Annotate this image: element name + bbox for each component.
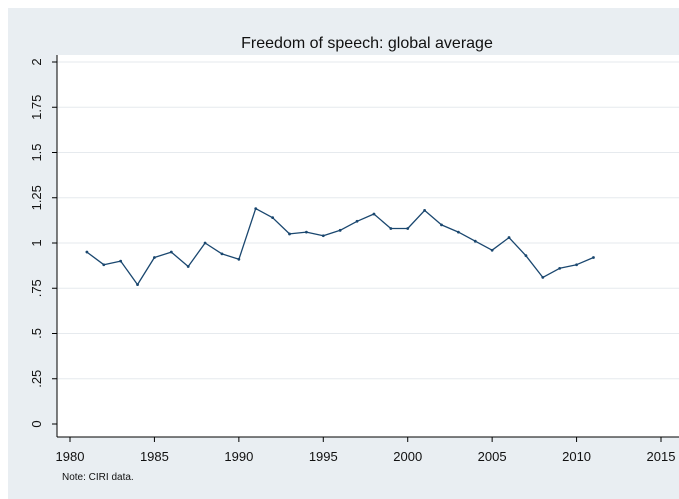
x-tick-label: 1980 (56, 449, 85, 464)
series-layer (85, 207, 595, 287)
data-point (355, 219, 359, 223)
chart-title: Freedom of speech: global average (241, 35, 493, 52)
data-point (490, 248, 494, 252)
data-point (254, 207, 258, 211)
data-point (136, 283, 139, 287)
y-tick-label: .75 (29, 279, 44, 297)
y-axis: 0 .25 .5 .75 1 1.25 1.5 1.75 2 (29, 55, 58, 437)
data-point (541, 275, 545, 279)
data-point (558, 266, 562, 270)
data-point (440, 223, 443, 227)
chart-figure: Freedom of speech: global average 0 .25 .5… (8, 8, 679, 499)
data-point (153, 256, 156, 259)
data-point (271, 216, 275, 220)
data-point (456, 230, 460, 234)
x-tick-label: 1990 (224, 449, 253, 464)
x-tick-label: 1995 (309, 449, 338, 464)
data-point (203, 241, 207, 245)
grid-layer (57, 61, 679, 380)
data-point (186, 265, 190, 268)
y-tick-label: 1 (29, 239, 44, 246)
y-tick-label: 0 (29, 420, 44, 427)
chart-note: Note: CIRI data. (62, 472, 134, 483)
x-tick-label: 2005 (478, 449, 507, 464)
data-point (288, 232, 291, 236)
data-point (507, 236, 511, 239)
y-tick-label: 1.25 (29, 185, 44, 210)
data-point (119, 259, 123, 263)
x-tick-label: 2000 (393, 449, 422, 464)
data-point (473, 239, 477, 243)
x-tick-label: 2015 (647, 449, 676, 464)
data-point (423, 209, 426, 212)
y-tick-label: 1.5 (29, 143, 44, 161)
data-point (321, 234, 325, 238)
x-tick-label: 1985 (140, 449, 169, 464)
data-point (524, 254, 528, 258)
data-point (592, 256, 595, 259)
data-point (220, 252, 224, 256)
y-tick-label: .5 (29, 328, 44, 339)
x-tick-label: 2010 (562, 449, 591, 464)
x-axis: 1980 1985 1990 1995 2000 2005 2010 2015 (56, 436, 679, 464)
data-point (102, 263, 106, 267)
data-point (372, 212, 376, 216)
data-point (338, 228, 342, 232)
data-point (389, 227, 393, 230)
y-tick-label: 1.75 (29, 95, 44, 120)
data-point (406, 227, 410, 230)
data-point (169, 250, 173, 254)
y-tick-label: .25 (29, 370, 44, 388)
plot-area (57, 55, 679, 437)
chart-svg: Freedom of speech: global average 0 .25 .5… (29, 35, 679, 483)
data-point (237, 257, 241, 261)
data-point (305, 230, 308, 234)
data-point (85, 250, 89, 254)
y-tick-label: 2 (29, 58, 44, 65)
data-point (575, 263, 578, 267)
